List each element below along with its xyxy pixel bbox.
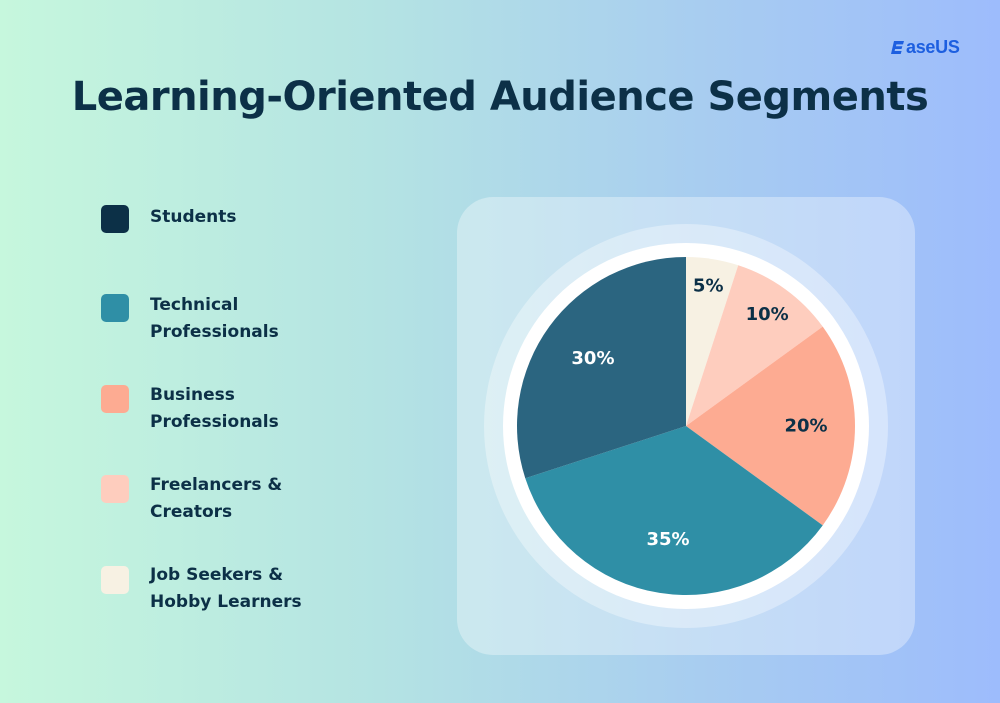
- pie-slice-technical-professionals: [525, 426, 823, 595]
- legend-label-job-seekers-hobby-learners: Job Seekers & Hobby Learners: [150, 565, 302, 612]
- pie-slice-business-professionals: [686, 326, 855, 526]
- pie-slices: [516, 257, 855, 595]
- pie-chart-card: 5% 10% 20% 35% 30%: [457, 197, 915, 655]
- legend-label-freelancers-creators: Freelancers & Creators: [150, 475, 283, 522]
- legend-swatch-job-seekers-hobby-learners: [101, 566, 129, 594]
- easeus-e-icon: [891, 40, 904, 54]
- brand-logo-text: aseUS: [906, 36, 960, 57]
- legend-label-technical-professionals: Technical Professionals: [150, 295, 279, 342]
- chart-title: Learning-Oriented Audience Segments: [71, 74, 929, 120]
- pie-label-business-professionals: 20%: [784, 416, 827, 437]
- pie-slice-students: [516, 257, 686, 479]
- pie-labels: 5% 10% 20% 35% 30%: [571, 275, 827, 550]
- legend-swatch-technical-professionals: [101, 294, 129, 322]
- pie-chart: 5% 10% 20% 35% 30%: [484, 224, 888, 628]
- legend-swatch-freelancers-creators: [101, 475, 129, 503]
- legend-label-students: Students: [150, 207, 237, 227]
- legend-label-business-professionals: Business Professionals: [150, 385, 279, 432]
- pie-slice-job-seekers-hobby-learners: [686, 257, 739, 426]
- pie-label-students: 30%: [571, 348, 614, 369]
- pie-label-job-seekers-hobby-learners: 5%: [693, 275, 724, 296]
- legend-swatch-students: [101, 205, 129, 233]
- brand-logo: aseUS: [891, 34, 960, 60]
- pie-label-freelancers-creators: 10%: [746, 304, 789, 325]
- legend-swatch-business-professionals: [101, 385, 129, 413]
- pie-label-technical-professionals: 35%: [646, 529, 689, 550]
- pie-slice-freelancers-creators: [686, 265, 823, 426]
